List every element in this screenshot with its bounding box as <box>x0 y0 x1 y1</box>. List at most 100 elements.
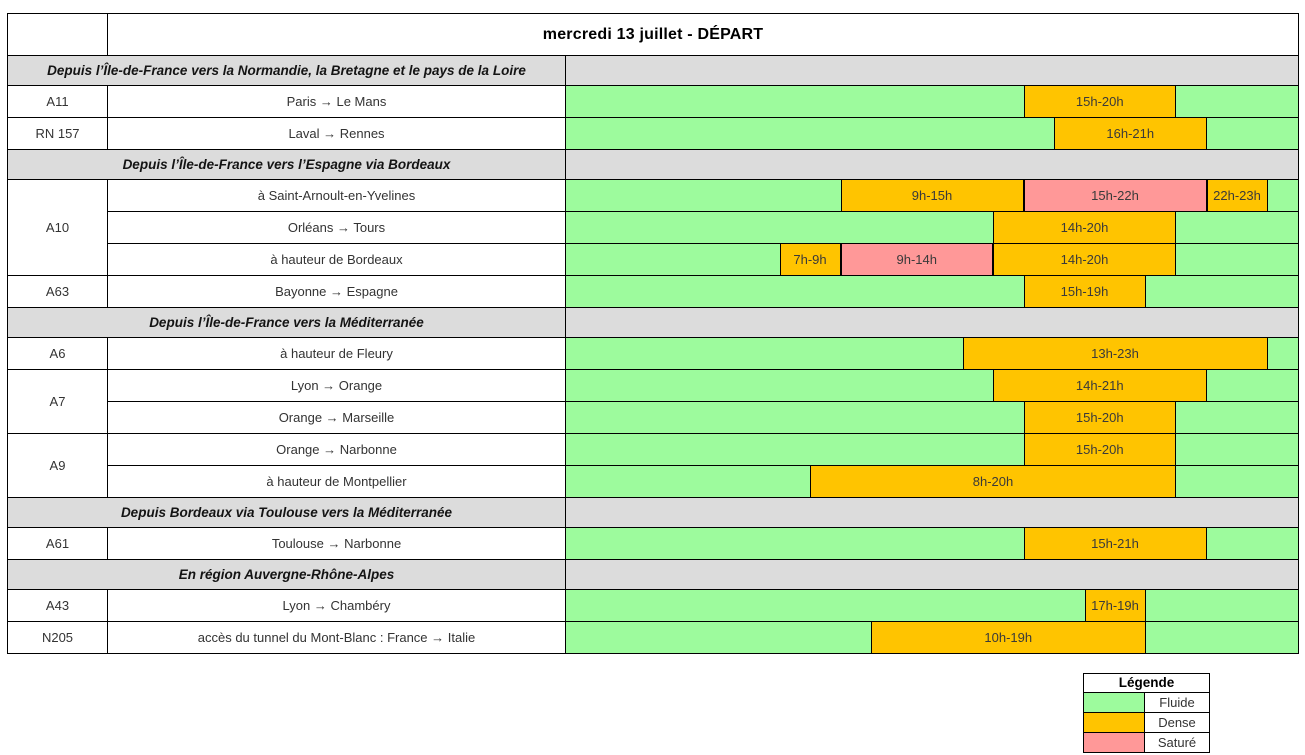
header-row: mercredi 13 juillet - DÉPART <box>7 13 1300 56</box>
band-label: 15h-22h <box>1091 188 1139 203</box>
band-label: 7h-9h <box>793 252 827 267</box>
traffic-band-dense: 15h-20h <box>1023 434 1176 465</box>
dense-label: Dense <box>1158 715 1196 730</box>
traffic-band-dense: 15h-21h <box>1023 528 1207 559</box>
traffic-band-dense: 22h-23h <box>1206 180 1268 211</box>
segment-name: à Saint-Arnoult-en-Yvelines <box>107 179 566 212</box>
band-label: 16h-21h <box>1106 126 1155 141</box>
road-row: A11 Paris → Le Mans 15h-20h <box>7 85 1300 118</box>
legend: Légende Fluide Dense Saturé <box>1083 673 1210 753</box>
timeline-track: 9h-15h 15h-22h 22h-23h <box>567 180 1298 211</box>
section-row: Depuis Bordeaux via Toulouse vers la Méd… <box>7 497 1300 528</box>
road-row: A6 à hauteur de Fleury 13h-23h <box>7 337 1300 370</box>
road-code: A6 <box>7 337 108 370</box>
section-row: Depuis l’Île-de-France vers la Méditerra… <box>7 307 1300 338</box>
traffic-band-dense: 15h-19h <box>1023 276 1146 307</box>
band-label: 17h-19h <box>1091 598 1139 613</box>
road-row: A63 Bayonne → Espagne 15h-19h <box>7 275 1300 308</box>
segment-name: Lyon → Chambéry <box>107 589 566 622</box>
traffic-band-dense: 15h-20h <box>1023 402 1176 433</box>
band-label: 14h-21h <box>1075 378 1124 393</box>
sature-swatch <box>1084 733 1145 752</box>
timeline-cell: 15h-20h <box>564 85 1300 118</box>
traffic-band-dense: 8h-20h <box>810 466 1176 497</box>
road-row: A9 Orange → Narbonne 15h-20h <box>7 433 1300 498</box>
road-code: A63 <box>7 275 108 308</box>
timeline-track: 14h-20h <box>567 212 1298 243</box>
traffic-band-dense: 7h-9h <box>779 244 841 275</box>
segment-name: Paris → Le Mans <box>107 85 566 118</box>
fluide-swatch <box>1084 693 1145 712</box>
traffic-band-dense: 13h-23h <box>962 338 1268 369</box>
road-row: A43 Lyon → Chambéry 17h-19h <box>7 589 1300 622</box>
segment-name: à hauteur de Montpellier <box>107 465 566 498</box>
page-title: mercredi 13 juillet - DÉPART <box>542 25 764 43</box>
timeline-track: 10h-19h <box>567 622 1298 653</box>
section-row: En région Auvergne-Rhône-Alpes <box>7 559 1300 590</box>
traffic-band-dense: 17h-19h <box>1084 590 1146 621</box>
road-row: A61 Toulouse → Narbonne 15h-21h <box>7 527 1300 560</box>
section-row: Depuis l’Île-de-France vers la Normandie… <box>7 55 1300 86</box>
legend-row-sature: Saturé <box>1084 733 1209 752</box>
band-label: 10h-19h <box>984 630 1033 645</box>
legend-row-fluide: Fluide <box>1084 693 1209 713</box>
segment-name: à hauteur de Bordeaux <box>107 243 566 276</box>
timeline-track: 15h-20h <box>567 434 1298 465</box>
traffic-band-dense: 9h-15h <box>840 180 1024 211</box>
road-row: A10 à Saint-Arnoult-en-Yvelines 9h-15h 15h-… <box>7 179 1300 276</box>
band-label: 15h-20h <box>1075 442 1124 457</box>
road-row: Orange → Marseille 15h-20h <box>8 401 1300 434</box>
timeline-track: 13h-23h <box>567 338 1298 369</box>
traffic-band-dense: 16h-21h <box>1054 118 1207 149</box>
road-row: N205 accès du tunnel du Mont-Blanc : Fran… <box>7 621 1300 654</box>
band-label: 15h-20h <box>1075 410 1124 425</box>
timeline-cell: 14h-20h <box>564 211 1300 244</box>
segment-name: Lyon → Orange <box>107 369 566 402</box>
timeline-cell: 10h-19h <box>564 621 1300 654</box>
traffic-band-dense: 15h-20h <box>1023 86 1176 117</box>
timeline-track: 15h-21h <box>567 528 1298 559</box>
legend-title: Légende <box>1084 674 1209 693</box>
traffic-band-dense: 14h-20h <box>993 212 1176 243</box>
timeline-track: 15h-19h <box>567 276 1298 307</box>
traffic-band-dense: 14h-20h <box>993 244 1176 275</box>
section-fill <box>564 55 1300 86</box>
timeline-cell: 15h-20h <box>564 433 1300 466</box>
traffic-band-sature: 9h-14h <box>840 244 993 275</box>
road-code: A7 <box>7 369 108 434</box>
section-fill <box>564 149 1300 180</box>
band-label: 9h-14h <box>896 252 937 267</box>
road-code: N205 <box>7 621 108 654</box>
road-code: A61 <box>7 527 108 560</box>
page-title-cell: mercredi 13 juillet - DÉPART <box>106 13 1300 56</box>
header-blank-cell <box>7 13 108 56</box>
road-row: A7 Lyon → Orange 14h-21h <box>7 369 1300 434</box>
timeline-cell: 15h-21h <box>564 527 1300 560</box>
segment-name: à hauteur de Fleury <box>107 337 566 370</box>
timeline-cell: 9h-15h 15h-22h 22h-23h <box>564 179 1300 212</box>
road-code: A10 <box>7 179 108 276</box>
section-fill <box>564 497 1300 528</box>
timeline-track: 14h-21h <box>567 370 1298 401</box>
timeline-cell: 15h-19h <box>564 275 1300 308</box>
section-title: Depuis l’Île-de-France vers l’Espagne vi… <box>7 149 566 180</box>
traffic-band-dense: 14h-21h <box>993 370 1207 401</box>
road-code: RN 157 <box>7 117 108 150</box>
section-fill <box>564 307 1300 338</box>
sature-label: Saturé <box>1157 735 1197 750</box>
road-code: A43 <box>7 589 108 622</box>
section-title: Depuis l’Île-de-France vers la Méditerra… <box>7 307 566 338</box>
band-label: 8h-20h <box>972 474 1014 489</box>
band-label: 15h-21h <box>1091 536 1139 551</box>
band-label: 15h-20h <box>1075 94 1124 109</box>
road-code: A11 <box>7 85 108 118</box>
timeline-track: 17h-19h <box>567 590 1298 621</box>
segment-name: Orléans → Tours <box>107 211 566 244</box>
timeline-track: 8h-20h <box>567 466 1298 497</box>
road-row: à hauteur de Bordeaux 7h-9h 9h-14h 14h-20h <box>8 243 1300 276</box>
timeline-cell: 17h-19h <box>564 589 1300 622</box>
timeline-track: 16h-21h <box>567 118 1298 149</box>
segment-name: Toulouse → Narbonne <box>107 527 566 560</box>
timeline-cell: 15h-20h <box>564 401 1300 434</box>
